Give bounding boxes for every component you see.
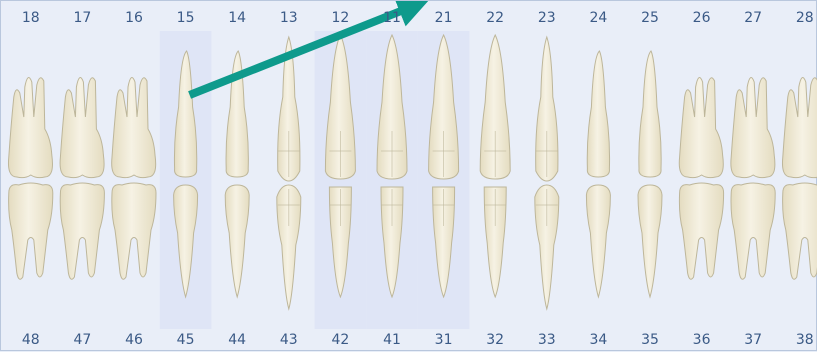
tooth-number-23: 23 (537, 10, 556, 26)
tooth-number-35: 35 (641, 332, 659, 348)
tooth-number-31: 31 (434, 332, 453, 348)
teal-arrow-icon (188, 1, 430, 99)
tooth-number-48: 48 (21, 332, 40, 348)
tooth-number-36: 36 (692, 332, 711, 348)
tooth-number-14: 14 (228, 10, 247, 26)
tooth-number-22: 22 (486, 10, 505, 26)
tooth-21[interactable] (428, 33, 460, 180)
tooth-number-25: 25 (641, 10, 659, 26)
tooth-number-37: 37 (744, 332, 763, 348)
tooth-24[interactable] (586, 50, 611, 178)
tooth-44[interactable] (224, 184, 250, 299)
tooth-number-27: 27 (744, 10, 763, 26)
tooth-number-33: 33 (537, 332, 556, 348)
tooth-37[interactable] (730, 182, 776, 280)
tooth-number-34: 34 (589, 332, 608, 348)
tooth-22[interactable] (479, 33, 511, 180)
tooth-number-45: 45 (176, 332, 195, 348)
tooth-number-16: 16 (125, 10, 143, 26)
tooth-16[interactable] (111, 77, 157, 179)
tooth-number-11: 11 (383, 10, 401, 26)
tooth-36[interactable] (678, 182, 725, 280)
tooth-number-12: 12 (331, 10, 350, 26)
tooth-number-42: 42 (331, 332, 350, 348)
tooth-46[interactable] (111, 182, 157, 280)
tooth-13[interactable] (277, 35, 301, 182)
tooth-number-21: 21 (434, 10, 453, 26)
tooth-15[interactable] (173, 50, 198, 178)
tooth-26[interactable] (678, 77, 724, 179)
tooth-number-38: 38 (795, 332, 814, 348)
tooth-number-17: 17 (73, 10, 92, 26)
tooth-number-26: 26 (692, 10, 711, 26)
tooth-12[interactable] (324, 33, 356, 180)
tooth-47[interactable] (59, 182, 105, 280)
tooth-number-24: 24 (589, 10, 608, 26)
tooth-27[interactable] (730, 77, 776, 179)
tooth-42[interactable] (328, 186, 352, 299)
tooth-number-13: 13 (279, 10, 298, 26)
tooth-number-43: 43 (279, 332, 298, 348)
tooth-35[interactable] (637, 184, 663, 299)
tooth-34[interactable] (585, 184, 611, 299)
tooth-18[interactable] (7, 77, 53, 179)
tooth-48[interactable] (8, 182, 54, 280)
tooth-38[interactable] (782, 182, 817, 280)
tooth-number-32: 32 (486, 332, 505, 348)
tooth-number-41: 41 (383, 332, 401, 348)
tooth-number-47: 47 (73, 332, 92, 348)
tooth-23[interactable] (535, 35, 559, 182)
tooth-25[interactable] (638, 50, 662, 178)
tooth-28[interactable] (781, 77, 817, 179)
tooth-number-46: 46 (125, 332, 143, 348)
tooth-11[interactable] (376, 33, 408, 180)
tooth-number-44: 44 (228, 332, 247, 348)
tooth-45[interactable] (173, 184, 199, 299)
tooth-33[interactable] (534, 184, 560, 311)
tooth-14[interactable] (225, 50, 249, 178)
tooth-number-18: 18 (21, 10, 40, 26)
tooth-43[interactable] (276, 184, 302, 311)
tooth-32[interactable] (483, 186, 507, 299)
tooth-number-28: 28 (795, 10, 814, 26)
tooth-number-15: 15 (176, 10, 195, 26)
tooth-31[interactable] (432, 186, 456, 299)
tooth-41[interactable] (380, 186, 404, 299)
tooth-17[interactable] (59, 77, 105, 179)
